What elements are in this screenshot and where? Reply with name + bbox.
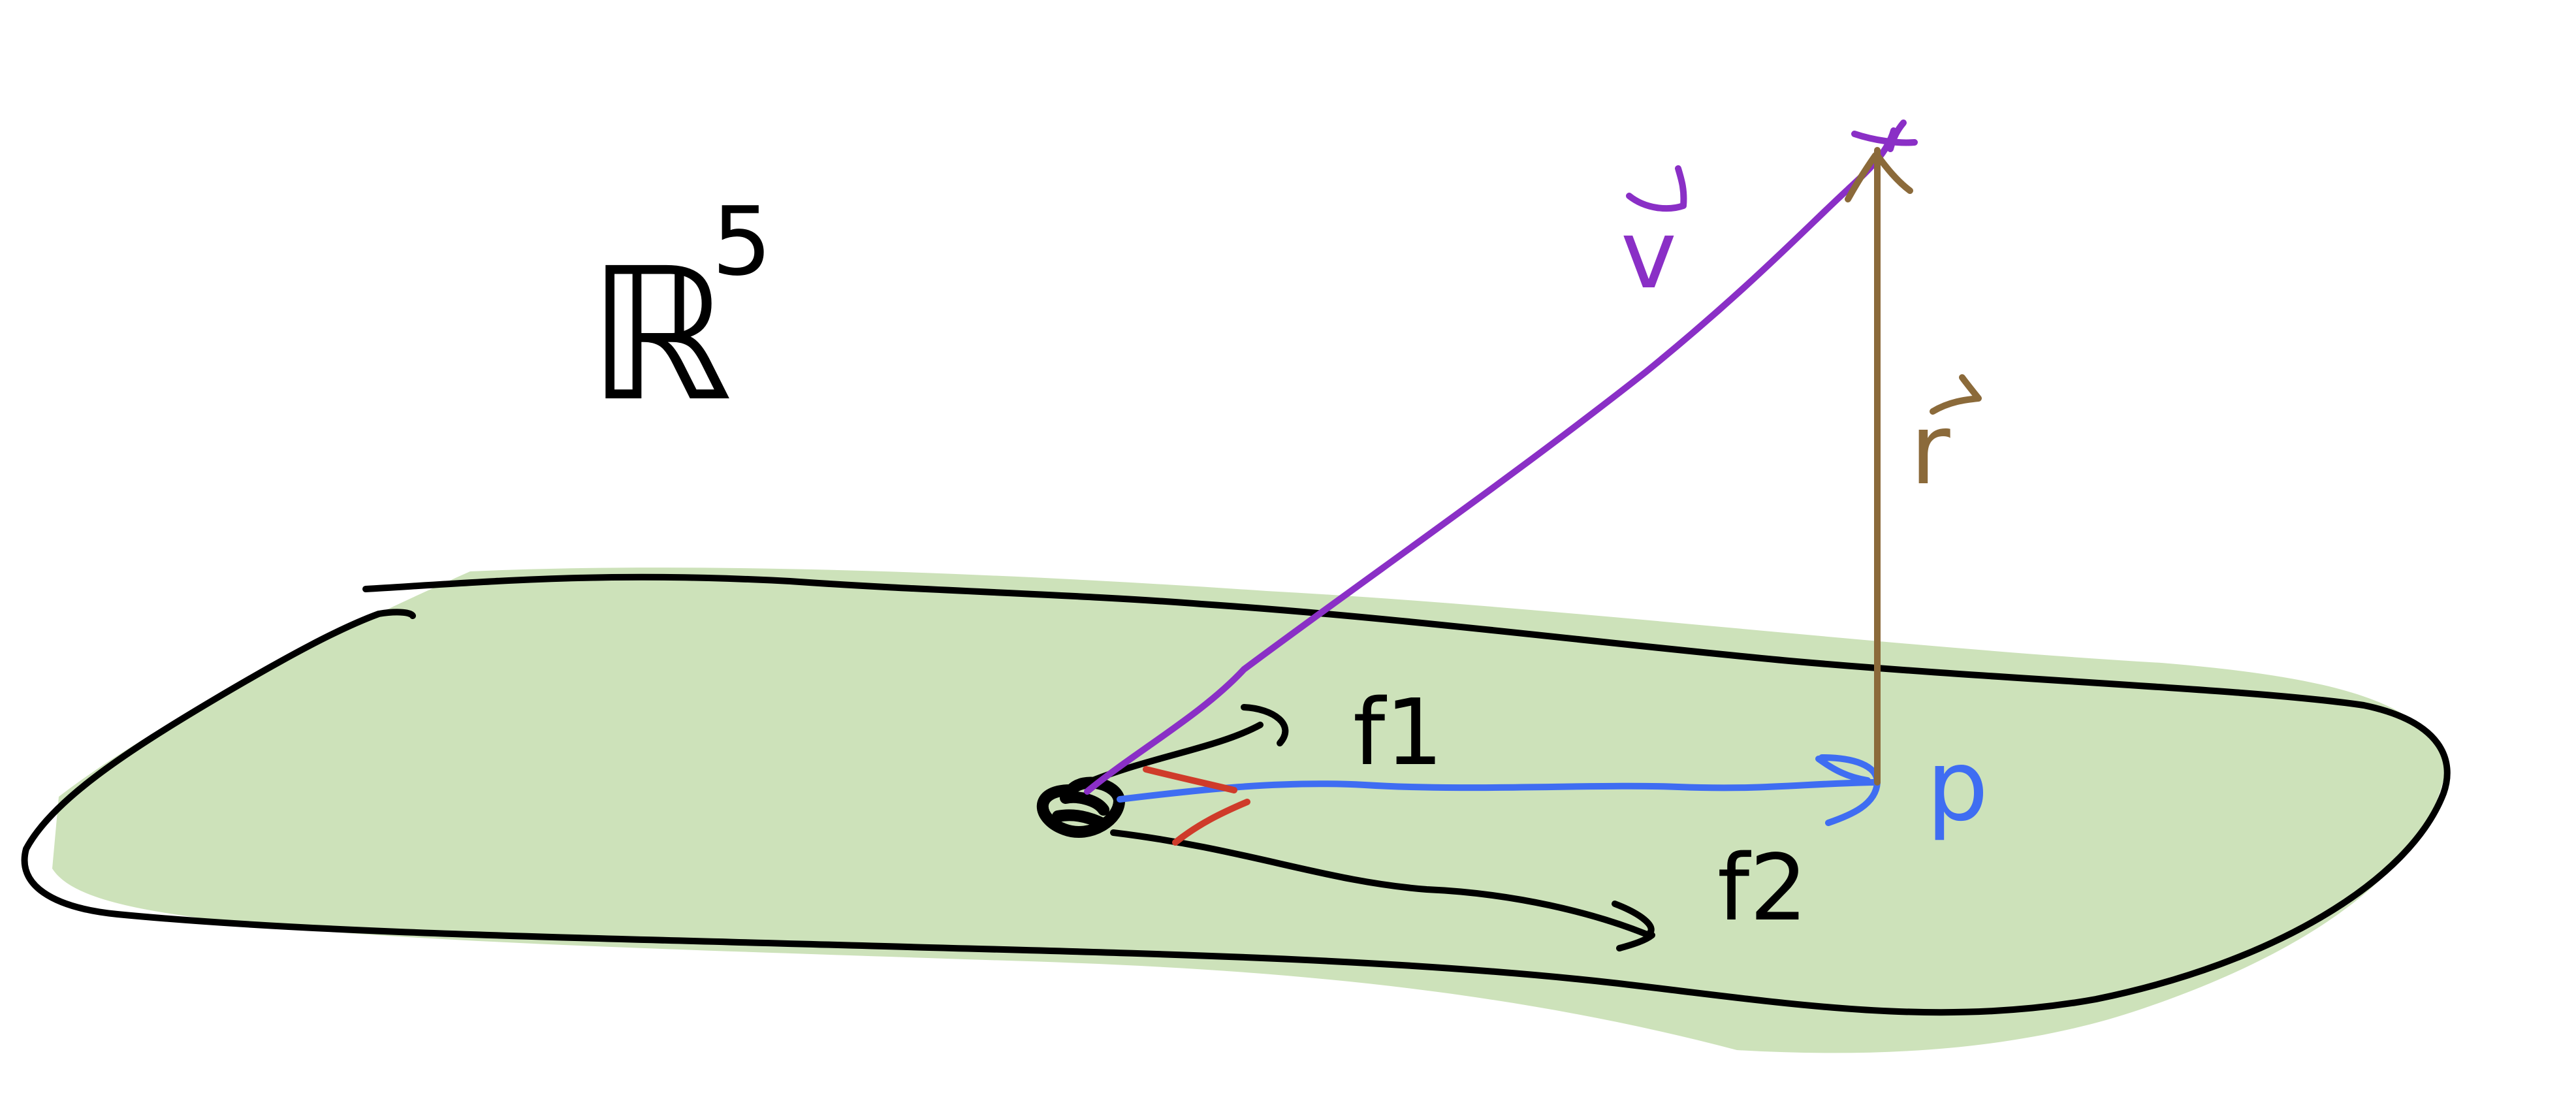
origin-dot (1036, 776, 1125, 838)
label-p: p (1926, 729, 1988, 843)
label-f2: f2 (1717, 835, 1807, 942)
space-label-superscript: 5 (712, 187, 772, 297)
label-v: v (1621, 200, 1677, 310)
space-label-group: ℝ 5 (588, 187, 772, 442)
label-f1: f1 (1353, 680, 1443, 786)
basis-vector-f1: f1 (1074, 680, 1443, 790)
space-label-base: ℝ (588, 229, 733, 442)
vector-v: v (1084, 120, 1918, 795)
f1-arrowhead (1241, 704, 1289, 746)
plane-fill (52, 567, 2445, 1053)
angle-mark-upper (1143, 766, 1237, 793)
plane-outline (21, 573, 2451, 1016)
vector-v-line (1084, 127, 1897, 795)
vector-r: r (1845, 147, 1982, 786)
f2-arrowhead (1612, 901, 1655, 951)
origin-scribble (1036, 776, 1125, 838)
plane (21, 567, 2451, 1053)
vector-r-arrowhead (1845, 152, 1913, 202)
basis-vector-f2: f2 (1110, 829, 1807, 951)
r-accent-mark (1930, 374, 1982, 415)
projection-line (1117, 779, 1877, 803)
angle-marks (1143, 766, 1250, 846)
v-accent-mark (1626, 165, 1687, 212)
angle-mark-lower (1172, 799, 1250, 846)
vector-v-arrowhead (1851, 120, 1918, 152)
f2-line (1110, 829, 1649, 937)
